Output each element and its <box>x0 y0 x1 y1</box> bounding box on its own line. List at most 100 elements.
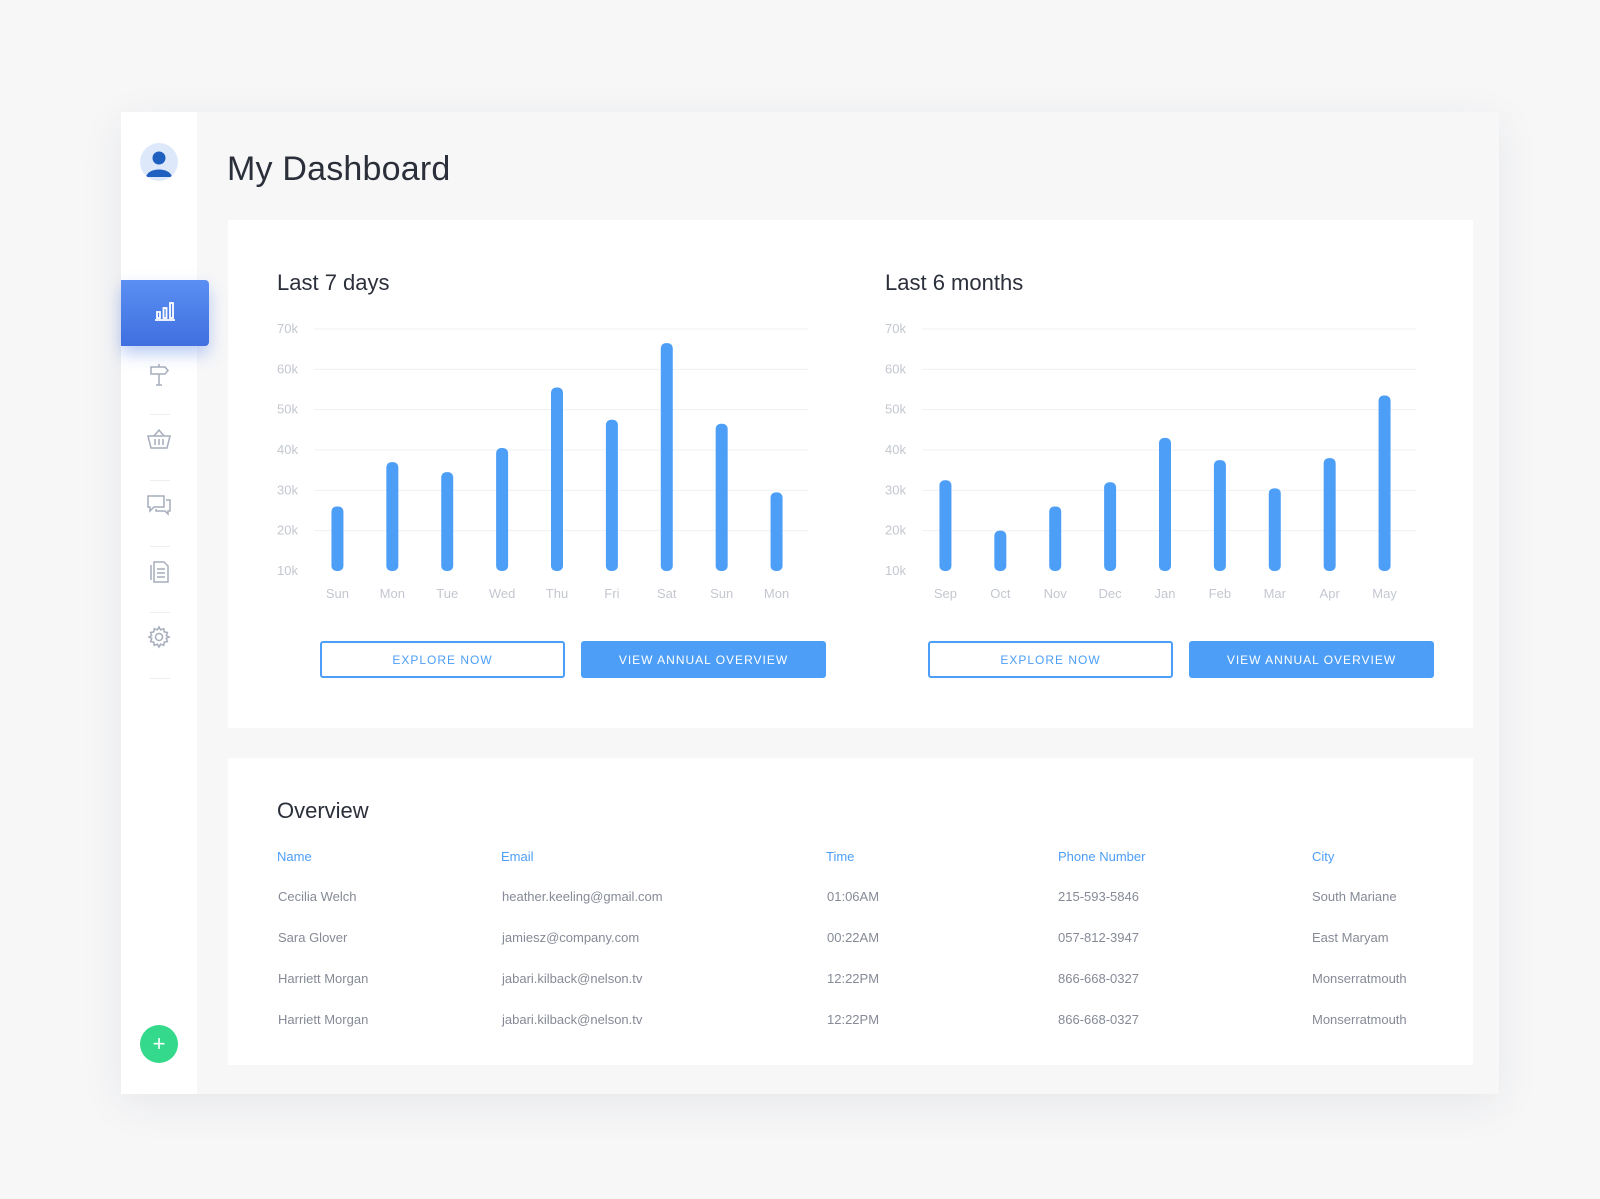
cell-email: jabari.kilback@nelson.tv <box>502 971 643 986</box>
sidebar: + <box>121 112 209 1094</box>
cell-time: 00:22AM <box>827 930 880 945</box>
column-header-phone[interactable]: Phone Number <box>1058 849 1146 864</box>
nav-divider <box>150 414 170 415</box>
cell-city: Monserratmouth <box>1312 1012 1407 1027</box>
cell-city: South Mariane <box>1312 889 1397 904</box>
x-tick-label: Nov <box>1044 586 1068 601</box>
y-tick-label: 10k <box>885 563 906 578</box>
y-tick-label: 10k <box>277 563 298 578</box>
x-tick-label: Mon <box>764 586 789 601</box>
chart-bar <box>1213 460 1226 571</box>
chart-bar <box>939 480 952 571</box>
chart-bar <box>386 462 399 571</box>
x-tick-label: Sun <box>710 586 733 601</box>
cell-name: Harriett Morgan <box>278 1012 369 1027</box>
chart-bar <box>1049 506 1062 571</box>
nav-divider <box>150 480 170 481</box>
y-tick-label: 30k <box>885 482 906 497</box>
chart-bar <box>1323 458 1336 571</box>
x-tick-label: Tue <box>436 586 458 601</box>
x-tick-label: Mar <box>1264 586 1287 601</box>
chart-bar <box>551 387 563 571</box>
chart-bar <box>1104 482 1117 571</box>
nav-divider <box>150 546 170 547</box>
chart-bar <box>660 343 673 571</box>
x-tick-label: Mon <box>380 586 405 601</box>
x-tick-label: Apr <box>1320 586 1341 601</box>
y-tick-label: 40k <box>885 442 906 457</box>
settings-gear-icon <box>147 624 171 654</box>
weekly-chart-title: Last 7 days <box>277 270 390 295</box>
cell-time: 12:22PM <box>827 1012 880 1027</box>
sidebar-item-settings[interactable] <box>121 606 197 672</box>
chart-bar <box>496 447 509 571</box>
y-tick-label: 40k <box>277 442 298 457</box>
app-window: + My Dashboard Last 7 days 10k 20k 30k 40k 5… <box>121 112 1499 1094</box>
sidebar-item-signpost[interactable] <box>121 344 197 410</box>
weekly-chart-panel: Last 7 days 10k 20k 30k 40k 50k 60k 70k Sun Mon T… <box>228 220 826 728</box>
column-header-name[interactable]: Name <box>277 849 312 864</box>
column-header-time[interactable]: Time <box>826 849 855 864</box>
cell-email: jamiesz@company.com <box>502 930 640 945</box>
cell-name: Sara Glover <box>278 930 348 945</box>
cell-city: East Maryam <box>1312 930 1389 945</box>
y-tick-label: 60k <box>885 361 906 376</box>
cell-email: heather.keeling@gmail.com <box>502 889 663 904</box>
x-tick-label: Feb <box>1209 586 1231 601</box>
sidebar-item-messages[interactable] <box>121 474 197 540</box>
x-tick-label: Dec <box>1099 586 1123 601</box>
cell-time: 12:22PM <box>827 971 880 986</box>
y-tick-label: 50k <box>885 402 906 417</box>
basket-icon <box>146 428 172 455</box>
cell-email: jabari.kilback@nelson.tv <box>502 1012 643 1027</box>
chart-bar <box>1159 437 1171 571</box>
bar-chart-icon <box>154 301 176 326</box>
sidebar-item-dashboard[interactable] <box>121 280 209 346</box>
chart-bar <box>1378 395 1391 571</box>
add-button[interactable]: + <box>140 1025 178 1063</box>
x-tick-label: May <box>1372 586 1397 601</box>
cell-phone: 215-593-5846 <box>1058 889 1139 904</box>
cell-phone: 866-668-0327 <box>1058 971 1139 986</box>
monthly-chart-title: Last 6 months <box>885 270 1024 295</box>
monthly-annual-overview-button[interactable]: VIEW ANNUAL OVERVIEW <box>1189 641 1434 678</box>
weekly-annual-overview-button[interactable]: VIEW ANNUAL OVERVIEW <box>581 641 826 678</box>
x-tick-label: Jan <box>1155 586 1176 601</box>
cell-name: Cecilia Welch <box>278 889 357 904</box>
chart-bar <box>1268 488 1281 571</box>
cell-phone: 057-812-3947 <box>1058 930 1139 945</box>
x-tick-label: Wed <box>489 586 515 601</box>
weekly-bar-chart: 10k 20k 30k 40k 50k 60k 70k Sun Mon Tue Wed Thu Fri S… <box>277 321 808 601</box>
overview-card: Overview Name Email Time Phone Number Ci… <box>228 758 1473 1065</box>
sidebar-item-documents[interactable] <box>121 540 197 606</box>
documents-icon <box>148 558 170 589</box>
chart-bar <box>441 472 454 571</box>
x-tick-label: Sun <box>326 586 349 601</box>
column-header-email[interactable]: Email <box>501 849 534 864</box>
column-header-city[interactable]: City <box>1312 849 1335 864</box>
user-avatar-icon[interactable] <box>140 143 178 181</box>
x-tick-label: Oct <box>990 586 1011 601</box>
cell-phone: 866-668-0327 <box>1058 1012 1139 1027</box>
chart-bar <box>605 419 618 571</box>
chat-icon <box>146 494 172 521</box>
x-tick-label: Sep <box>934 586 957 601</box>
cell-city: Monserratmouth <box>1312 971 1407 986</box>
weekly-explore-button[interactable]: EXPLORE NOW <box>320 641 565 678</box>
signpost-icon <box>148 363 170 392</box>
x-tick-label: Thu <box>546 586 568 601</box>
nav-divider <box>150 612 170 613</box>
y-tick-label: 50k <box>277 402 298 417</box>
y-tick-label: 20k <box>885 523 906 538</box>
overview-title: Overview <box>277 798 369 823</box>
chart-bar <box>331 506 344 571</box>
sidebar-item-basket[interactable] <box>121 408 197 474</box>
monthly-explore-button[interactable]: EXPLORE NOW <box>928 641 1173 678</box>
y-tick-label: 30k <box>277 482 298 497</box>
monthly-chart-panel: Last 6 months 10k 20k 30k 40k 50k 60k 70k Sep Oc… <box>836 220 1434 728</box>
y-tick-label: 70k <box>277 321 298 336</box>
page-title: My Dashboard <box>227 150 451 188</box>
x-tick-label: Fri <box>604 586 619 601</box>
cell-name: Harriett Morgan <box>278 971 369 986</box>
chart-bar <box>715 423 728 571</box>
